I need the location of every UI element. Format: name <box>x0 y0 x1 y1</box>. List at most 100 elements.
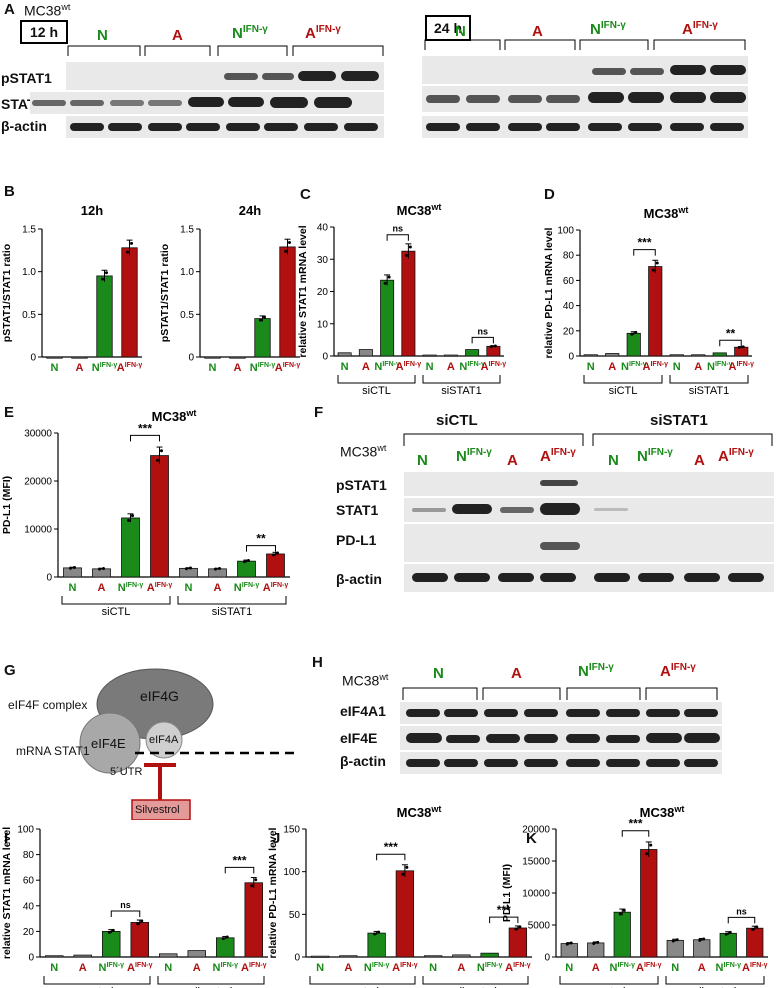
x-tick-label: N <box>341 361 349 373</box>
data-point <box>387 275 391 279</box>
h-group-n: N <box>433 665 444 682</box>
f-row-pstat1: pSTAT1 <box>336 477 387 493</box>
x-tick-label: A <box>457 962 465 974</box>
x-tick-label: N <box>164 962 172 974</box>
f-lane-nifn2: NIFN-γ <box>637 447 673 465</box>
chart-title: MC38wt <box>397 202 442 218</box>
x-tick-label: NIFN-γ <box>234 582 260 594</box>
h-row-eif4e: eIF4E <box>340 730 378 746</box>
data-point <box>250 884 254 888</box>
x-tick-label: AIFN-γ <box>643 361 669 373</box>
group-label: control <box>592 986 625 988</box>
panel-h-letter: H <box>312 654 323 671</box>
data-point <box>737 346 741 350</box>
bar <box>339 955 358 958</box>
f-row-pdl1: PD-L1 <box>336 532 377 548</box>
group-label: control <box>80 986 113 988</box>
data-point <box>649 843 653 847</box>
x-tick-label: NIFN-γ <box>707 361 733 373</box>
g-eif4e-label: eIF4E <box>91 736 126 751</box>
chart-title: MC38wt <box>640 804 685 820</box>
h-group-aifn: AIFN-γ <box>660 662 696 680</box>
y-tick-label: 0 <box>28 953 34 964</box>
bar <box>310 955 330 958</box>
data-point <box>655 261 659 265</box>
bar <box>746 927 764 958</box>
panel-g-diagram <box>79 668 300 820</box>
y-tick-label: 0 <box>322 352 328 363</box>
x-tick-label: AIFN-γ <box>481 361 507 373</box>
bar <box>640 849 658 958</box>
h-group-nifn: NIFN-γ <box>578 662 614 680</box>
chart-title: MC38wt <box>152 408 197 424</box>
data-point <box>405 865 409 869</box>
data-point <box>698 938 702 942</box>
significance-bracket <box>621 830 650 837</box>
bar <box>337 352 352 357</box>
x-tick-label: AIFN-γ <box>127 962 153 974</box>
bar <box>712 352 727 357</box>
chart-c: 0 10 20 30 40 relative STAT1 mRNA level MC38wt… <box>297 202 504 397</box>
y-tick-label: 20000 <box>522 825 550 836</box>
blot-a12-stat1 <box>30 92 384 114</box>
blot-a12-pstat1 <box>66 62 384 90</box>
x-tick-label: AIFN-γ <box>729 361 755 373</box>
y-tick-label: 40 <box>23 901 35 912</box>
data-point <box>702 937 706 941</box>
x-tick-label: N <box>673 361 681 373</box>
y-tick-label: 100 <box>17 825 34 836</box>
data-point <box>596 940 600 944</box>
data-point <box>221 937 225 941</box>
x-tick-label: AIFN-γ <box>263 582 289 594</box>
group-bracket <box>665 976 765 985</box>
group-label: silvestrol <box>694 986 737 988</box>
panel-a-cell-label: MC38wt <box>24 2 71 19</box>
blot-a24-stat1 <box>422 86 748 112</box>
data-point <box>111 928 115 932</box>
x-tick-label: NIFN-γ <box>364 962 390 974</box>
x-tick-label: A <box>234 362 242 374</box>
data-point <box>592 941 596 945</box>
group-bracket <box>669 375 749 384</box>
y-tick-label: 150 <box>283 825 300 836</box>
bar <box>422 354 437 357</box>
significance-bracket <box>246 545 276 552</box>
y-tick-label: 0.5 <box>22 310 36 321</box>
data-point <box>160 449 163 453</box>
bar <box>121 517 140 578</box>
x-tick-label: A <box>76 362 84 374</box>
y-tick-label: 0 <box>30 353 36 364</box>
data-point <box>136 922 140 926</box>
y-tick-label: 1.5 <box>180 225 194 236</box>
y-tick-label: 0.5 <box>180 310 194 321</box>
bar <box>480 952 499 958</box>
panel-c-letter: C <box>300 186 311 203</box>
x-tick-label: A <box>193 962 201 974</box>
h-row-actin: β-actin <box>340 753 386 769</box>
a24-group-nifn: NIFN-γ <box>590 20 626 38</box>
significance-bracket <box>633 249 656 256</box>
f-group-sictl: siCTL <box>436 412 478 429</box>
significance-label: ** <box>726 326 736 340</box>
x-tick-label: A <box>214 582 222 594</box>
y-tick-label: 80 <box>563 251 575 262</box>
data-point <box>263 315 266 319</box>
x-tick-label: AIFN-γ <box>636 962 662 974</box>
y-tick-label: 10 <box>317 319 329 330</box>
data-point <box>751 927 755 931</box>
data-point <box>630 332 634 336</box>
x-tick-label: N <box>209 362 217 374</box>
panel-g-letter: G <box>4 662 16 679</box>
significance-bracket <box>130 434 160 442</box>
data-point <box>126 250 129 254</box>
x-tick-label: N <box>185 582 193 594</box>
g-silvestrol-label: Silvestrol <box>135 804 180 816</box>
bar <box>626 332 641 357</box>
data-point <box>724 932 728 936</box>
f-lane-a1: A <box>507 452 518 469</box>
y-tick-label: 0 <box>544 953 550 964</box>
y-tick-label: 30 <box>317 255 329 266</box>
significance-bracket <box>727 916 756 924</box>
y-tick-label: 0 <box>568 352 574 363</box>
x-tick-label: A <box>79 962 87 974</box>
